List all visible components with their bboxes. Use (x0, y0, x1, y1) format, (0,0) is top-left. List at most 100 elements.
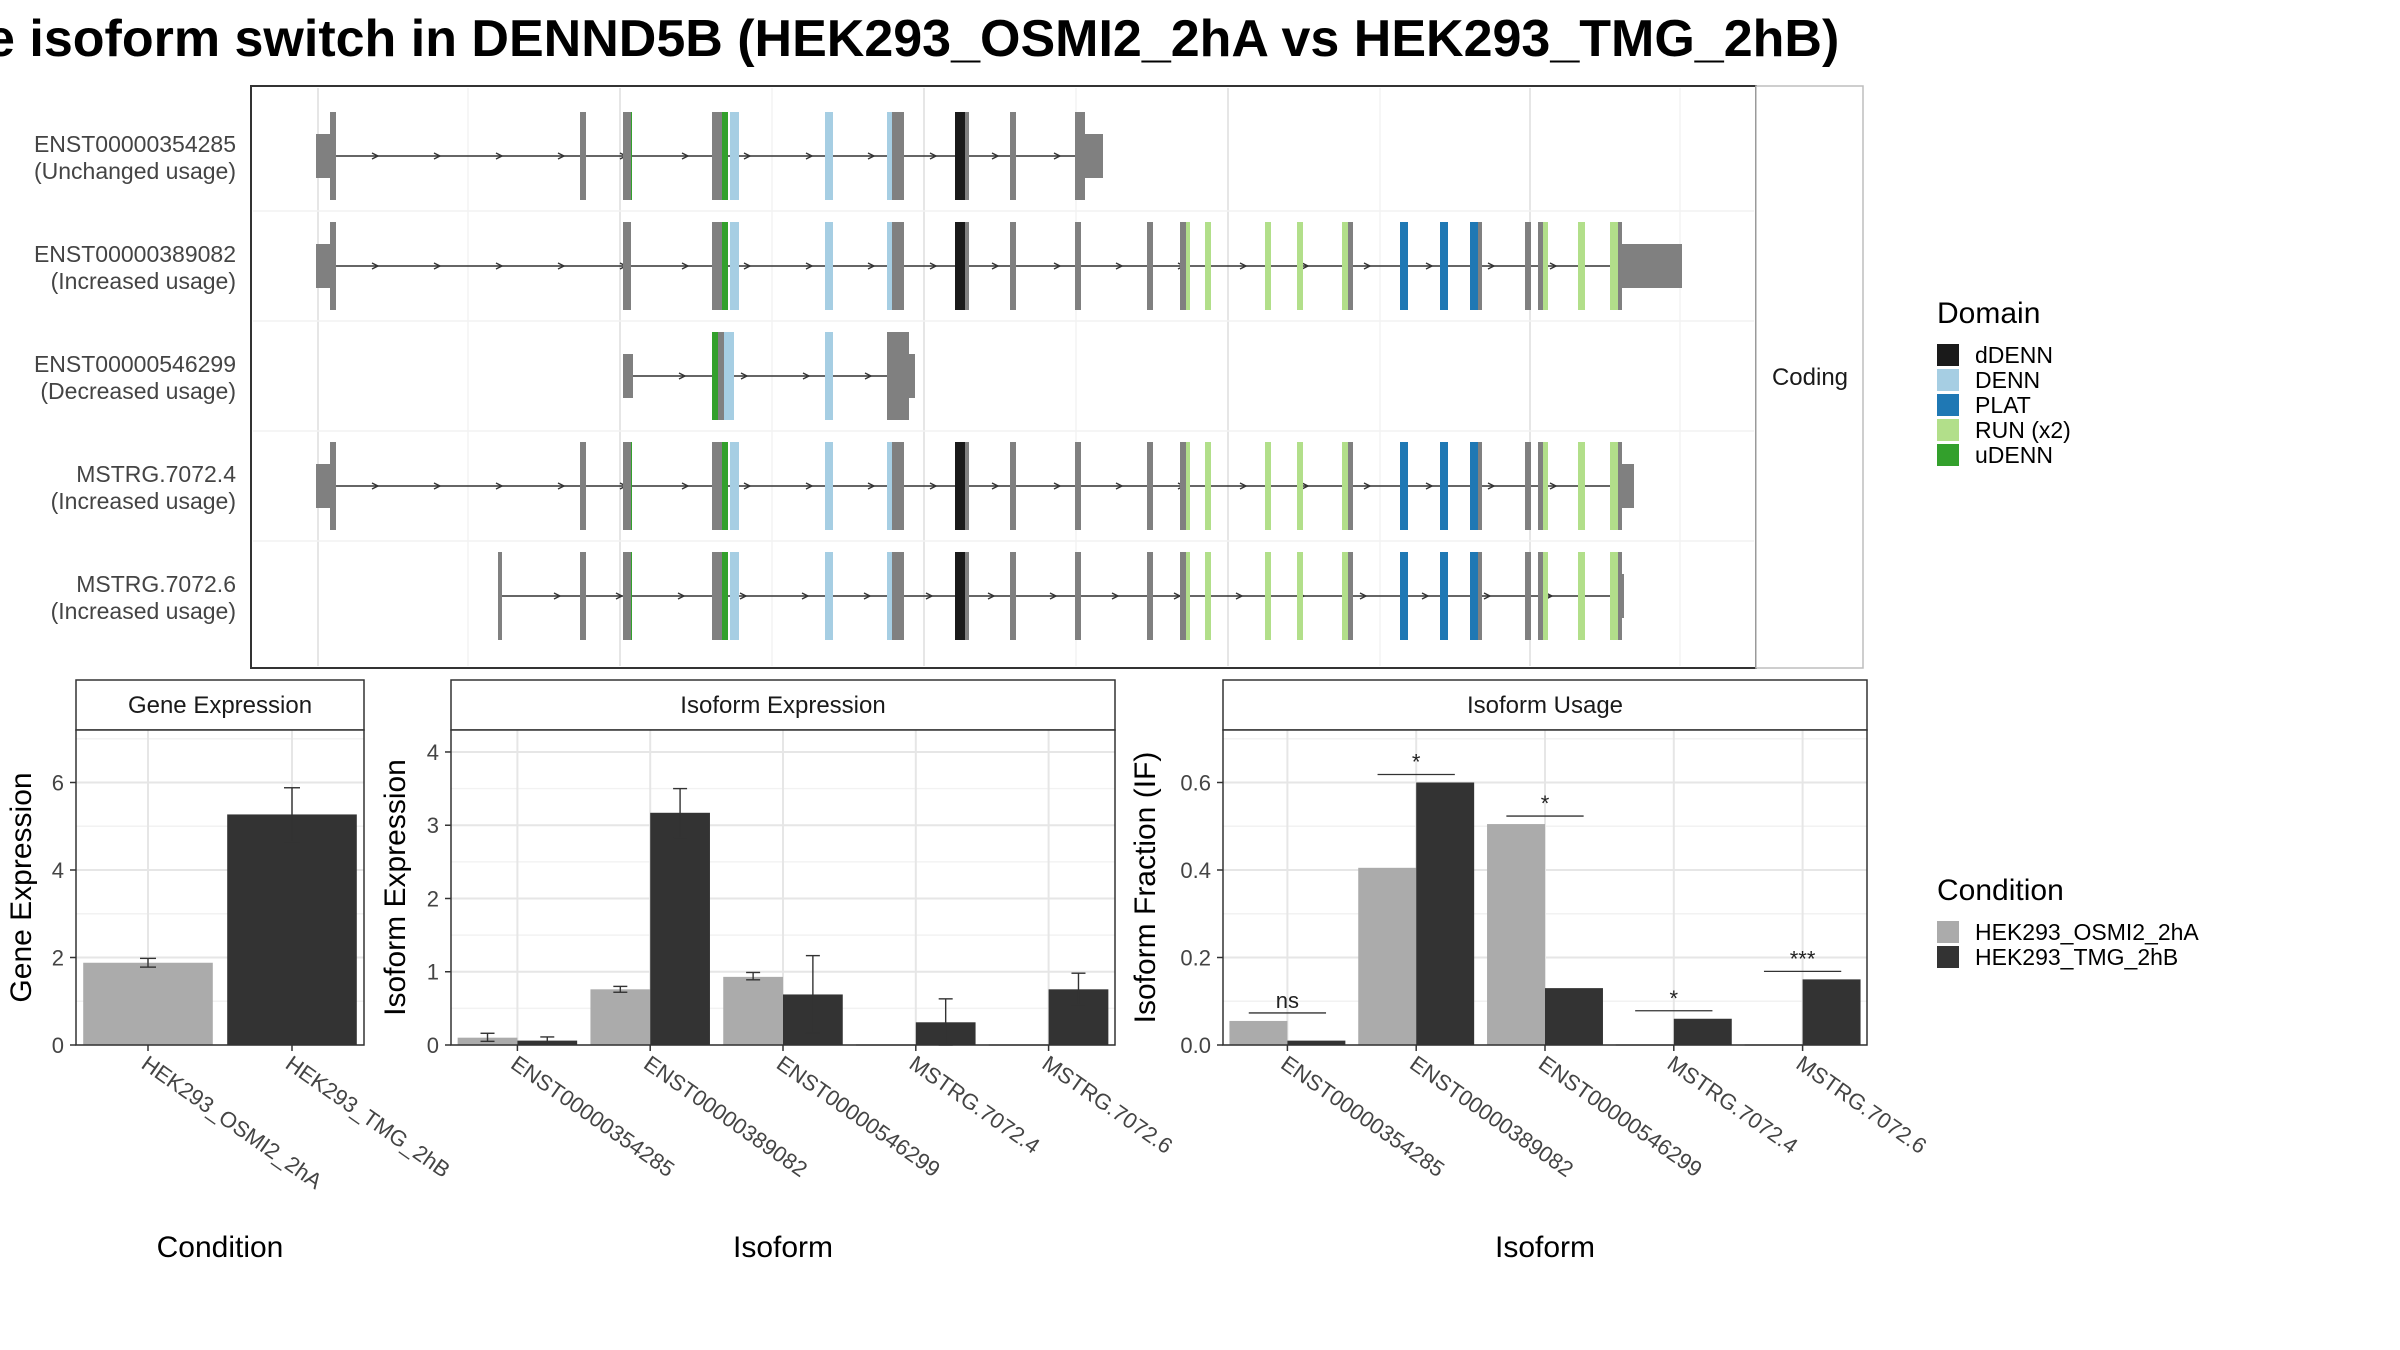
strand-arrow (615, 592, 624, 600)
strand-arrow (1421, 592, 1430, 600)
legend-condition-title: Condition (1937, 874, 2064, 907)
exon-block (1525, 552, 1531, 640)
exon-block (1622, 464, 1634, 508)
exon-block (330, 112, 336, 200)
exon-block (330, 442, 336, 530)
strand-arrow (743, 152, 752, 160)
y-axis-title: Gene Expression (5, 772, 38, 1002)
strand-arrow (743, 262, 752, 270)
domain-block (1578, 552, 1585, 640)
domain-block (955, 112, 965, 200)
strand-arrow (1363, 482, 1372, 490)
panel-gene-expression: Gene Expression0246HEK293_OSMI2_2hAHEK29… (5, 679, 455, 1264)
domain-block (1205, 442, 1211, 530)
legend-domain-swatch (1937, 394, 1959, 416)
y-tick-label: 2 (427, 886, 439, 911)
domain-block (1543, 552, 1548, 640)
exon-block (1525, 442, 1531, 530)
strand-arrow (495, 482, 504, 490)
significance-label: * (1541, 791, 1550, 816)
domain-block (1265, 552, 1271, 640)
isoform-id-label: ENST00000546299 (34, 351, 236, 377)
y-tick-label: 1 (427, 960, 439, 985)
strand-arrow (1425, 262, 1434, 270)
bar (83, 962, 213, 1045)
bar (723, 976, 783, 1045)
domain-block (887, 222, 892, 310)
domain-block (1205, 222, 1211, 310)
strip-coding-label: Coding (1772, 364, 1848, 391)
bar (227, 814, 357, 1045)
strand-arrow (867, 482, 876, 490)
exon-block (965, 112, 969, 200)
domain-block (1470, 442, 1478, 530)
exon-block (1147, 222, 1153, 310)
strand-arrow (805, 152, 814, 160)
x-axis-title: Isoform (1495, 1231, 1595, 1264)
strand-arrow (1425, 482, 1434, 490)
exon-block (1010, 552, 1016, 640)
exon-block (892, 112, 904, 200)
domain-block (1186, 552, 1190, 640)
x-tick-label: MSTRG.7072.6 (1038, 1051, 1178, 1159)
y-tick-label: 4 (427, 740, 439, 765)
exon-block (1180, 222, 1186, 310)
strand-arrow (1487, 482, 1496, 490)
exon-block (712, 442, 722, 530)
y-tick-label: 0.0 (1180, 1033, 1211, 1058)
strand-arrow (929, 482, 938, 490)
panel-isoform-expression: Isoform Expression01234ENST00000354285EN… (379, 679, 1178, 1264)
domain-block (825, 112, 833, 200)
exon-block (1348, 552, 1353, 640)
exon-block (316, 134, 330, 178)
strand-arrow (1363, 262, 1372, 270)
strand-arrow (991, 262, 1000, 270)
domain-block (1440, 222, 1448, 310)
x-tick-label: MSTRG.7072.4 (905, 1051, 1045, 1159)
strand-arrow (553, 592, 562, 600)
exon-block (316, 244, 330, 288)
exon-block (712, 112, 722, 200)
isoform-usage-label: (Unchanged usage) (34, 158, 236, 184)
exon-block (1180, 442, 1186, 530)
domain-block (1265, 442, 1271, 530)
exon-block (1085, 134, 1103, 178)
isoform-id-label: MSTRG.7072.4 (76, 461, 236, 487)
domain-block (722, 112, 728, 200)
isoform-id-label: ENST00000354285 (34, 131, 236, 157)
domain-block (1610, 442, 1618, 530)
domain-block (825, 552, 833, 640)
legend-condition-swatch (1937, 921, 1959, 943)
exon-block (712, 552, 722, 640)
exon-block (1075, 552, 1081, 640)
y-tick-label: 6 (52, 771, 64, 796)
isoform-id-label: ENST00000389082 (34, 241, 236, 267)
domain-block (1205, 552, 1211, 640)
domain-block (1297, 442, 1303, 530)
strand-arrow (929, 152, 938, 160)
strand-arrow (681, 262, 690, 270)
strand-arrow (371, 152, 380, 160)
exon-block (623, 354, 633, 398)
y-tick-label: 4 (52, 858, 64, 883)
y-tick-label: 3 (427, 813, 439, 838)
exon-block (1075, 222, 1081, 310)
panel-isoform-usage: Isoform Usage0.00.20.40.6ns******ENST000… (1129, 679, 1931, 1264)
legend-domain-label: PLAT (1975, 392, 2031, 418)
strand-arrow (433, 152, 442, 160)
strand-arrow (1239, 262, 1248, 270)
legend-domain-swatch (1937, 444, 1959, 466)
strand-arrow (991, 482, 1000, 490)
y-tick-label: 2 (52, 946, 64, 971)
strand-arrow (1049, 592, 1058, 600)
exon-block (712, 222, 722, 310)
strand-arrow (1483, 592, 1492, 600)
x-axis-title: Isoform (733, 1231, 833, 1264)
legend-domain-swatch (1937, 419, 1959, 441)
domain-block (722, 222, 728, 310)
domain-block (1265, 222, 1271, 310)
bar (590, 989, 651, 1045)
strand-arrow (1053, 262, 1062, 270)
